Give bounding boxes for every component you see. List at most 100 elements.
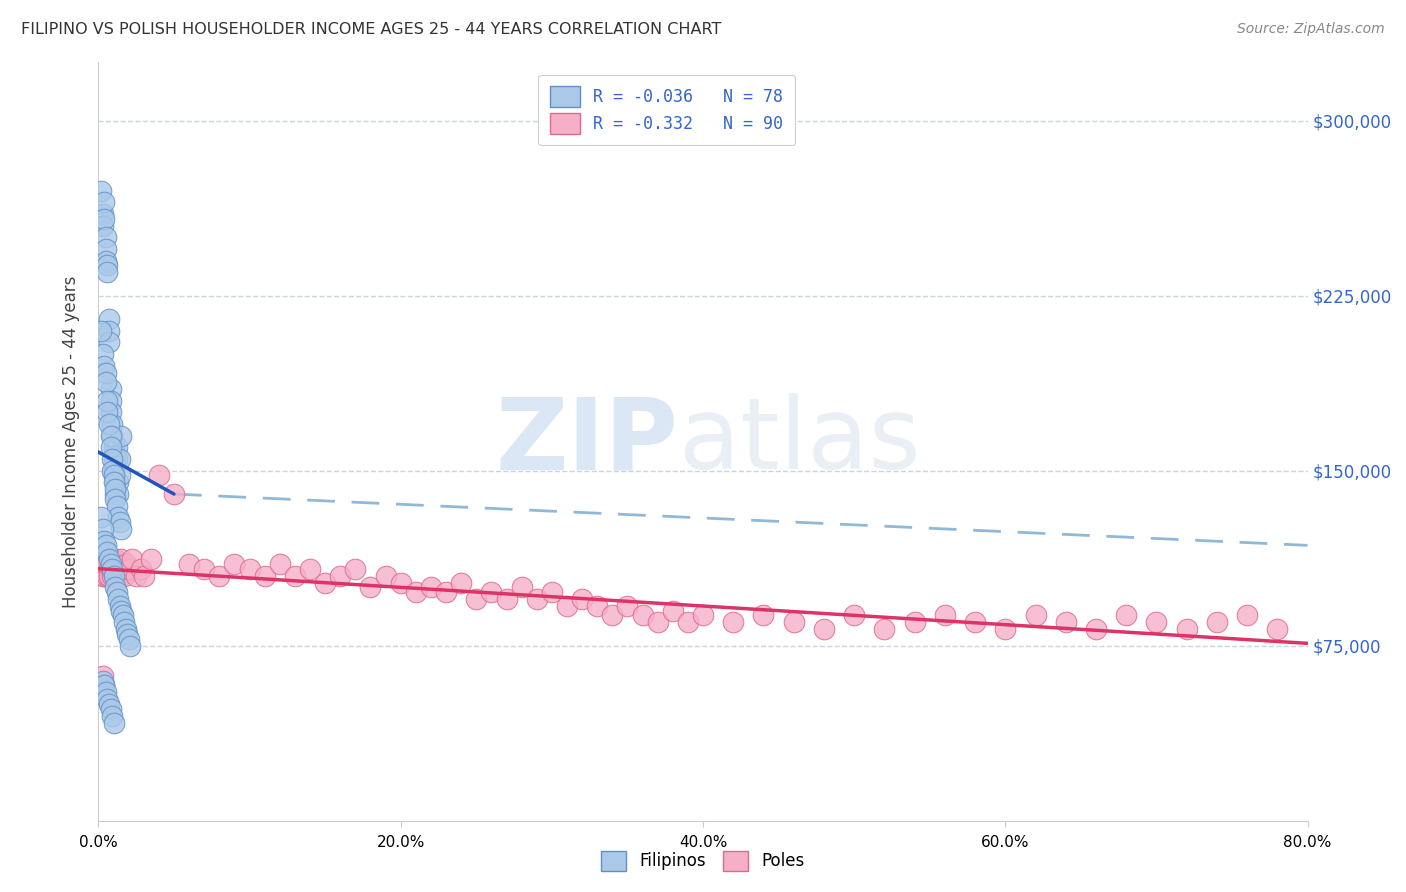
Text: Source: ZipAtlas.com: Source: ZipAtlas.com [1237, 22, 1385, 37]
Point [94, 562, 117, 576]
Point [1236, 608, 1258, 623]
Point [98, 312, 121, 326]
Point [107, 562, 129, 576]
Point [110, 522, 132, 536]
Point [103, 441, 125, 455]
Point [96, 265, 118, 279]
Point [96, 692, 118, 706]
Point [586, 599, 609, 613]
Text: ZIP: ZIP [496, 393, 679, 490]
Point [647, 615, 669, 630]
Point [100, 428, 122, 442]
Point [91, 522, 114, 536]
Point [91, 347, 114, 361]
Point [101, 568, 124, 582]
Point [91, 568, 114, 582]
Point [94, 685, 117, 699]
Point [1054, 615, 1077, 630]
Point [103, 562, 125, 576]
Point [1267, 623, 1289, 637]
Point [100, 562, 122, 576]
Point [129, 562, 152, 576]
Point [103, 557, 125, 571]
Point [103, 568, 125, 582]
Point [299, 562, 322, 576]
Point [104, 491, 127, 506]
Point [813, 623, 835, 637]
Point [344, 562, 367, 576]
Point [1115, 608, 1137, 623]
Point [98, 335, 121, 350]
Point [314, 575, 336, 590]
Point [101, 428, 124, 442]
Point [101, 562, 124, 576]
Point [100, 405, 122, 419]
Point [94, 230, 117, 244]
Point [104, 483, 127, 497]
Legend: R = -0.036   N = 78, R = -0.332   N = 90: R = -0.036 N = 78, R = -0.332 N = 90 [538, 75, 794, 145]
Point [434, 585, 457, 599]
Text: FILIPINO VS POLISH HOUSEHOLDER INCOME AGES 25 - 44 YEARS CORRELATION CHART: FILIPINO VS POLISH HOUSEHOLDER INCOME AG… [21, 22, 721, 37]
Point [125, 568, 148, 582]
Point [110, 604, 132, 618]
Point [269, 557, 291, 571]
Point [101, 552, 124, 566]
Point [93, 562, 115, 576]
Point [526, 592, 548, 607]
Point [692, 608, 714, 623]
Point [450, 575, 472, 590]
Point [105, 557, 128, 571]
Point [104, 580, 127, 594]
Legend: Filipinos, Poles: Filipinos, Poles [593, 842, 813, 880]
Point [100, 393, 122, 408]
Point [360, 580, 382, 594]
Point [103, 464, 125, 478]
Point [93, 678, 115, 692]
Point [141, 552, 163, 566]
Point [93, 568, 115, 582]
Point [103, 452, 125, 467]
Point [96, 557, 118, 571]
Point [1085, 623, 1108, 637]
Point [253, 568, 276, 582]
Point [132, 568, 155, 582]
Point [239, 562, 262, 576]
Point [118, 562, 141, 576]
Point [107, 510, 129, 524]
Point [100, 557, 122, 571]
Y-axis label: Householder Income Ages 25 - 44 years: Householder Income Ages 25 - 44 years [62, 276, 80, 607]
Point [723, 615, 745, 630]
Point [93, 359, 115, 373]
Point [111, 608, 134, 623]
Point [100, 557, 122, 571]
Point [1206, 615, 1229, 630]
Point [148, 468, 170, 483]
Point [100, 701, 122, 715]
Point [224, 557, 246, 571]
Text: atlas: atlas [679, 393, 921, 490]
Point [118, 632, 141, 646]
Point [994, 623, 1017, 637]
Point [540, 585, 562, 599]
Point [602, 608, 624, 623]
Point [873, 623, 896, 637]
Point [96, 405, 118, 419]
Point [100, 441, 122, 455]
Point [284, 568, 307, 582]
Point [208, 568, 231, 582]
Point [121, 552, 143, 566]
Point [96, 259, 118, 273]
Point [98, 562, 121, 576]
Point [90, 510, 112, 524]
Point [96, 568, 118, 582]
Point [965, 615, 987, 630]
Point [105, 441, 128, 455]
Point [104, 475, 127, 490]
Point [510, 580, 533, 594]
Point [571, 592, 593, 607]
Point [98, 417, 121, 431]
Point [120, 639, 142, 653]
Point [661, 604, 683, 618]
Point [104, 552, 127, 566]
Point [555, 599, 578, 613]
